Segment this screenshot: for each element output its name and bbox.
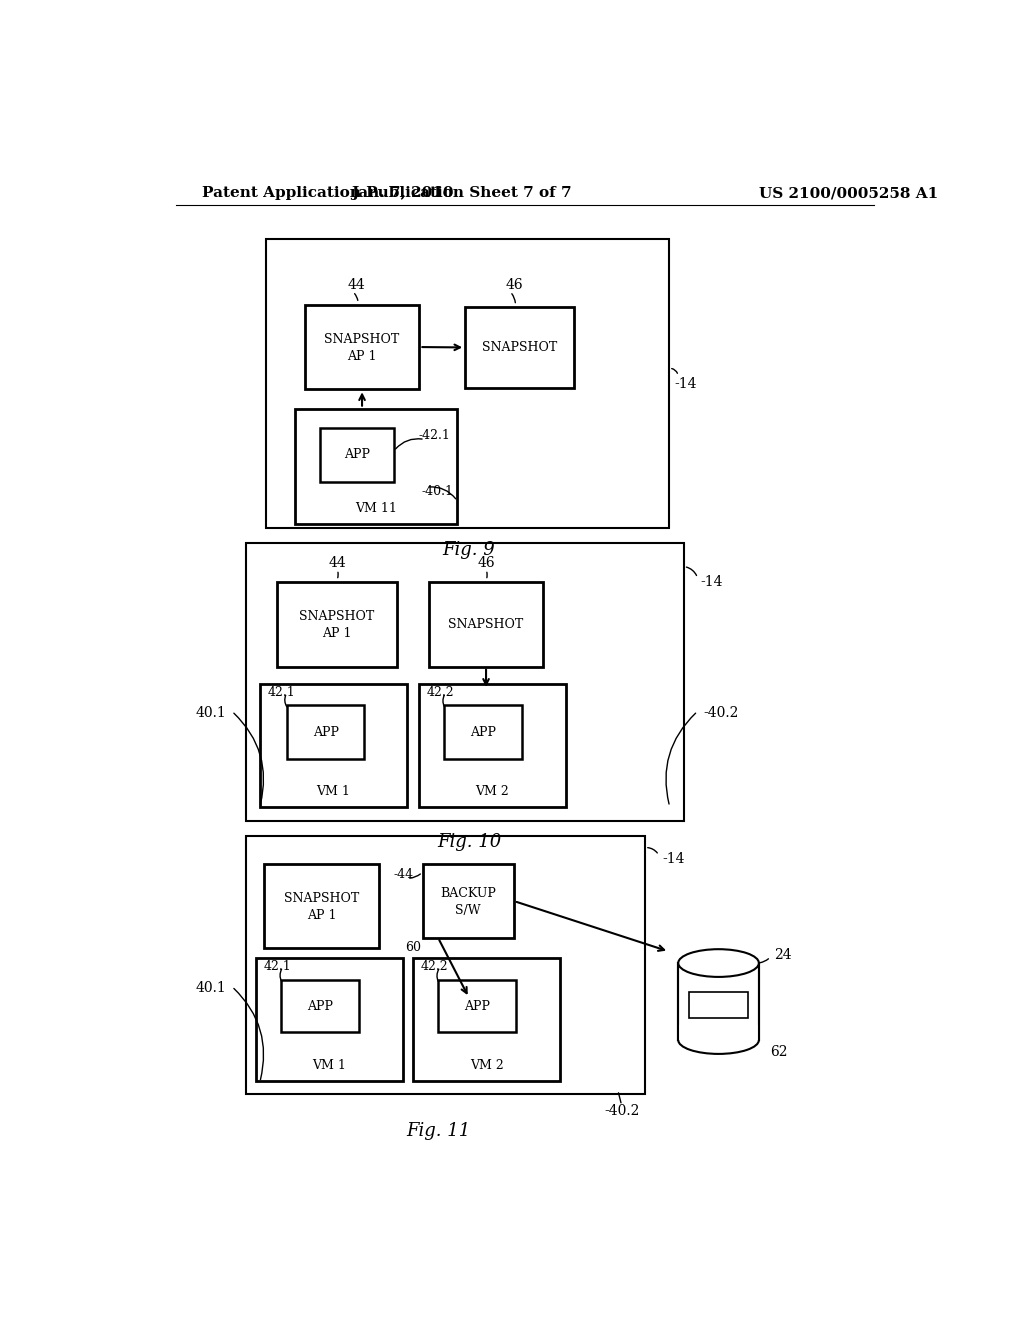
Bar: [465, 308, 573, 388]
Text: SNAPSHOT: SNAPSHOT: [449, 618, 523, 631]
Text: -14: -14: [662, 853, 684, 866]
Bar: [264, 865, 379, 948]
Text: -14: -14: [700, 576, 723, 589]
Text: US 2100/0005258 A1: US 2100/0005258 A1: [759, 186, 938, 201]
Text: SNAPSHOT: SNAPSHOT: [284, 892, 359, 906]
Text: APP: APP: [312, 726, 339, 739]
Bar: [677, 1026, 761, 1040]
Text: 60: 60: [406, 941, 421, 954]
Text: Jan. 7, 2010   Sheet 7 of 7: Jan. 7, 2010 Sheet 7 of 7: [351, 186, 571, 201]
Text: 40.1: 40.1: [196, 981, 226, 995]
Bar: [444, 705, 521, 759]
Text: 42.2: 42.2: [421, 961, 449, 973]
Text: AP 1: AP 1: [347, 350, 377, 363]
Text: -14: -14: [675, 376, 697, 391]
Text: SNAPSHOT: SNAPSHOT: [325, 333, 399, 346]
Ellipse shape: [678, 949, 759, 977]
Text: 42.1: 42.1: [267, 686, 295, 700]
Bar: [438, 979, 515, 1032]
Text: APP: APP: [344, 449, 370, 462]
Bar: [419, 684, 566, 807]
Text: SNAPSHOT: SNAPSHOT: [481, 341, 557, 354]
Text: BACKUP: BACKUP: [440, 887, 497, 900]
Text: 62: 62: [770, 1044, 788, 1059]
Text: Fig. 11: Fig. 11: [406, 1122, 470, 1140]
Text: 42.2: 42.2: [426, 686, 454, 700]
Text: AP 1: AP 1: [307, 908, 337, 921]
Text: 44: 44: [329, 556, 346, 570]
Bar: [256, 958, 403, 1081]
Bar: [689, 991, 748, 1019]
Bar: [246, 836, 645, 1094]
Bar: [295, 409, 458, 524]
Bar: [260, 684, 407, 807]
Text: 40.1: 40.1: [196, 706, 226, 719]
Text: -42.1: -42.1: [418, 429, 451, 442]
Text: 46: 46: [505, 279, 523, 293]
Text: Fig. 9: Fig. 9: [442, 541, 496, 558]
Text: 42.1: 42.1: [263, 961, 292, 973]
Bar: [276, 582, 397, 667]
Bar: [429, 582, 544, 667]
Bar: [414, 958, 560, 1081]
Text: 46: 46: [477, 556, 495, 570]
Bar: [287, 705, 365, 759]
Text: VM 2: VM 2: [475, 785, 509, 797]
Text: APP: APP: [470, 726, 496, 739]
Text: -40.2: -40.2: [703, 706, 738, 719]
Bar: [266, 239, 669, 528]
Text: AP 1: AP 1: [323, 627, 351, 640]
Text: 24: 24: [774, 948, 792, 962]
Text: Patent Application Publication: Patent Application Publication: [202, 186, 464, 201]
Text: VM 1: VM 1: [316, 785, 350, 797]
Text: VM 11: VM 11: [355, 502, 397, 515]
Bar: [423, 865, 514, 937]
Text: VM 1: VM 1: [312, 1059, 346, 1072]
Bar: [678, 964, 759, 1040]
Text: -44: -44: [393, 869, 414, 880]
Bar: [305, 305, 420, 389]
Bar: [282, 979, 359, 1032]
Text: 44: 44: [348, 279, 366, 293]
Text: -40.1: -40.1: [422, 484, 454, 498]
Bar: [246, 544, 684, 821]
Text: SNAPSHOT: SNAPSHOT: [299, 610, 375, 623]
Text: VM 2: VM 2: [470, 1059, 504, 1072]
Text: S/W: S/W: [456, 904, 481, 917]
Text: APP: APP: [307, 999, 333, 1012]
Text: Fig. 10: Fig. 10: [437, 833, 501, 851]
Bar: [321, 428, 394, 482]
Ellipse shape: [678, 1026, 759, 1053]
Text: APP: APP: [464, 999, 489, 1012]
Text: -40.2: -40.2: [604, 1104, 639, 1118]
